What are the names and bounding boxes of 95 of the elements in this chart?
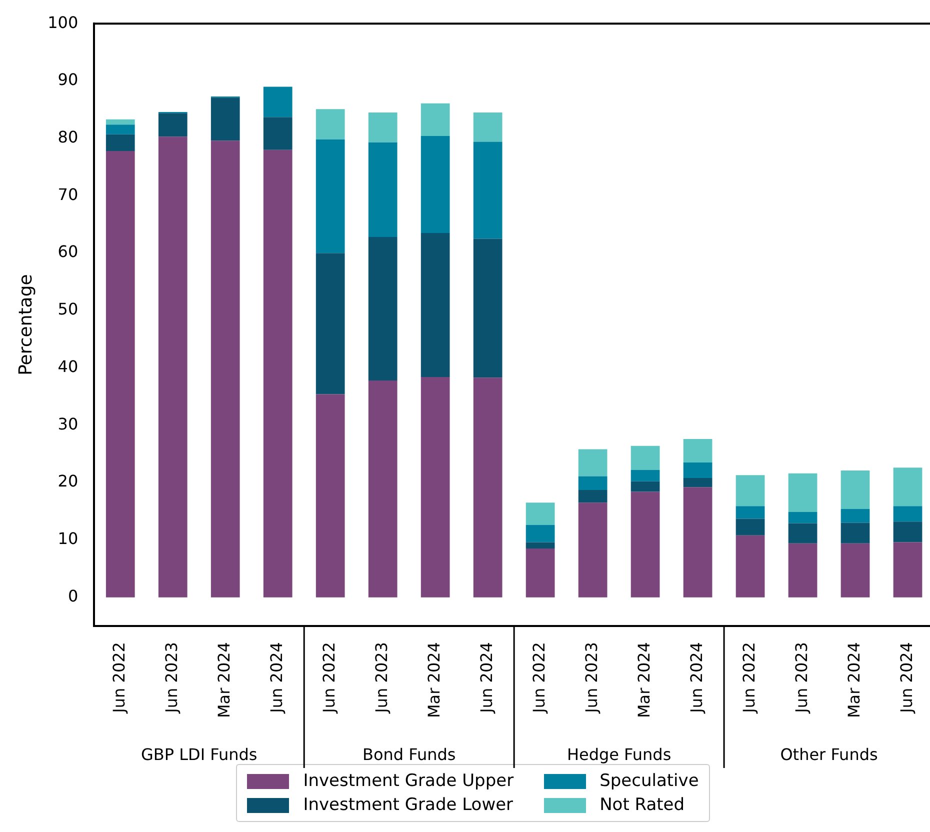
bar xyxy=(106,134,135,151)
bar xyxy=(840,543,870,598)
bar xyxy=(840,522,870,544)
bar xyxy=(683,487,712,598)
bar xyxy=(526,502,555,526)
bar xyxy=(263,150,292,598)
x-tick-label: Jun 2024 xyxy=(686,642,706,714)
y-tick-label: 30 xyxy=(58,414,78,434)
y-tick-label: 0 xyxy=(68,586,78,606)
bar xyxy=(578,476,608,490)
text: Other Funds xyxy=(780,745,878,764)
bar xyxy=(788,512,818,524)
bar xyxy=(893,468,922,506)
y-tick-label: 100 xyxy=(48,12,78,32)
bar xyxy=(316,109,345,140)
bar xyxy=(736,518,765,536)
x-tick-label: Jun 2024 xyxy=(476,642,496,714)
bar xyxy=(630,492,660,598)
x-tick-label: Jun 2022 xyxy=(529,642,548,714)
bar xyxy=(210,98,240,141)
bar xyxy=(840,470,870,509)
text: GBP LDI Funds xyxy=(140,745,258,764)
x-tick-label: Jun 2023 xyxy=(792,642,811,714)
y-tick-label: 50 xyxy=(58,300,78,319)
y-tick-label: 90 xyxy=(58,70,78,90)
bar xyxy=(473,378,502,598)
bar xyxy=(316,253,345,394)
text: Hedge Funds xyxy=(566,745,672,764)
bar xyxy=(263,117,292,150)
bar xyxy=(210,140,240,598)
bar xyxy=(420,377,450,598)
bar xyxy=(788,473,818,512)
bar xyxy=(263,86,292,118)
bar xyxy=(526,525,555,542)
bar xyxy=(158,113,188,137)
bar xyxy=(368,237,398,380)
bar xyxy=(106,124,135,134)
bar xyxy=(683,478,712,488)
x-tick-label: Mar 2024 xyxy=(634,642,654,718)
bar xyxy=(736,535,765,598)
bar xyxy=(106,150,135,598)
y-tick-label: 60 xyxy=(58,242,78,262)
bar xyxy=(158,136,188,598)
x-tick-label: Mar 2024 xyxy=(844,642,864,718)
y-tick-label: 80 xyxy=(58,128,78,146)
x-tick-label: Jun 2023 xyxy=(582,642,601,714)
bar xyxy=(420,103,450,136)
bar xyxy=(473,112,502,142)
bar xyxy=(788,543,818,598)
bar xyxy=(893,522,922,542)
bar xyxy=(683,438,712,462)
bar xyxy=(368,142,398,238)
legend-label: Speculative xyxy=(600,771,699,791)
bar xyxy=(578,449,608,476)
x-tick-label: Jun 2024 xyxy=(267,642,286,714)
bar xyxy=(788,523,818,544)
legend-label: Not Rated xyxy=(600,795,685,815)
bar xyxy=(420,233,450,378)
bar xyxy=(420,136,450,234)
x-tick-label: Jun 2023 xyxy=(372,642,391,714)
x-tick-label: Jun 2023 xyxy=(162,642,182,714)
bar xyxy=(893,542,922,598)
y-tick-label: 10 xyxy=(58,529,78,548)
bar xyxy=(893,506,922,522)
x-tick-label: Jun 2024 xyxy=(896,642,916,714)
x-tick-label: Mar 2024 xyxy=(214,642,234,718)
y-tick-label: 40 xyxy=(58,356,78,376)
bar xyxy=(736,506,765,519)
bar xyxy=(473,238,502,378)
bar xyxy=(630,446,660,470)
bar xyxy=(316,394,345,598)
bar xyxy=(368,380,398,598)
bar xyxy=(578,490,608,503)
x-tick-label: Mar 2024 xyxy=(424,642,444,718)
bar xyxy=(630,470,660,482)
y-axis-title: Percentage xyxy=(15,274,36,376)
x-tick-label: Jun 2022 xyxy=(320,642,339,714)
bar xyxy=(473,142,502,239)
bar xyxy=(368,112,398,142)
bar xyxy=(683,462,712,478)
bar xyxy=(736,475,765,506)
bar xyxy=(840,508,870,523)
text: Bond Funds xyxy=(362,745,456,764)
x-tick-label: Jun 2022 xyxy=(739,642,758,714)
legend-label: Investment Grade Lower xyxy=(303,795,514,815)
legend-label: Investment Grade Upper xyxy=(303,771,514,791)
bar xyxy=(316,139,345,254)
bar xyxy=(106,119,135,125)
y-tick-label: 70 xyxy=(58,184,78,204)
x-tick-label: Jun 2022 xyxy=(110,642,129,714)
bar xyxy=(526,548,555,598)
bar xyxy=(630,481,660,492)
y-tick-label: 20 xyxy=(58,472,78,491)
bar xyxy=(578,502,608,598)
bar xyxy=(526,542,555,549)
